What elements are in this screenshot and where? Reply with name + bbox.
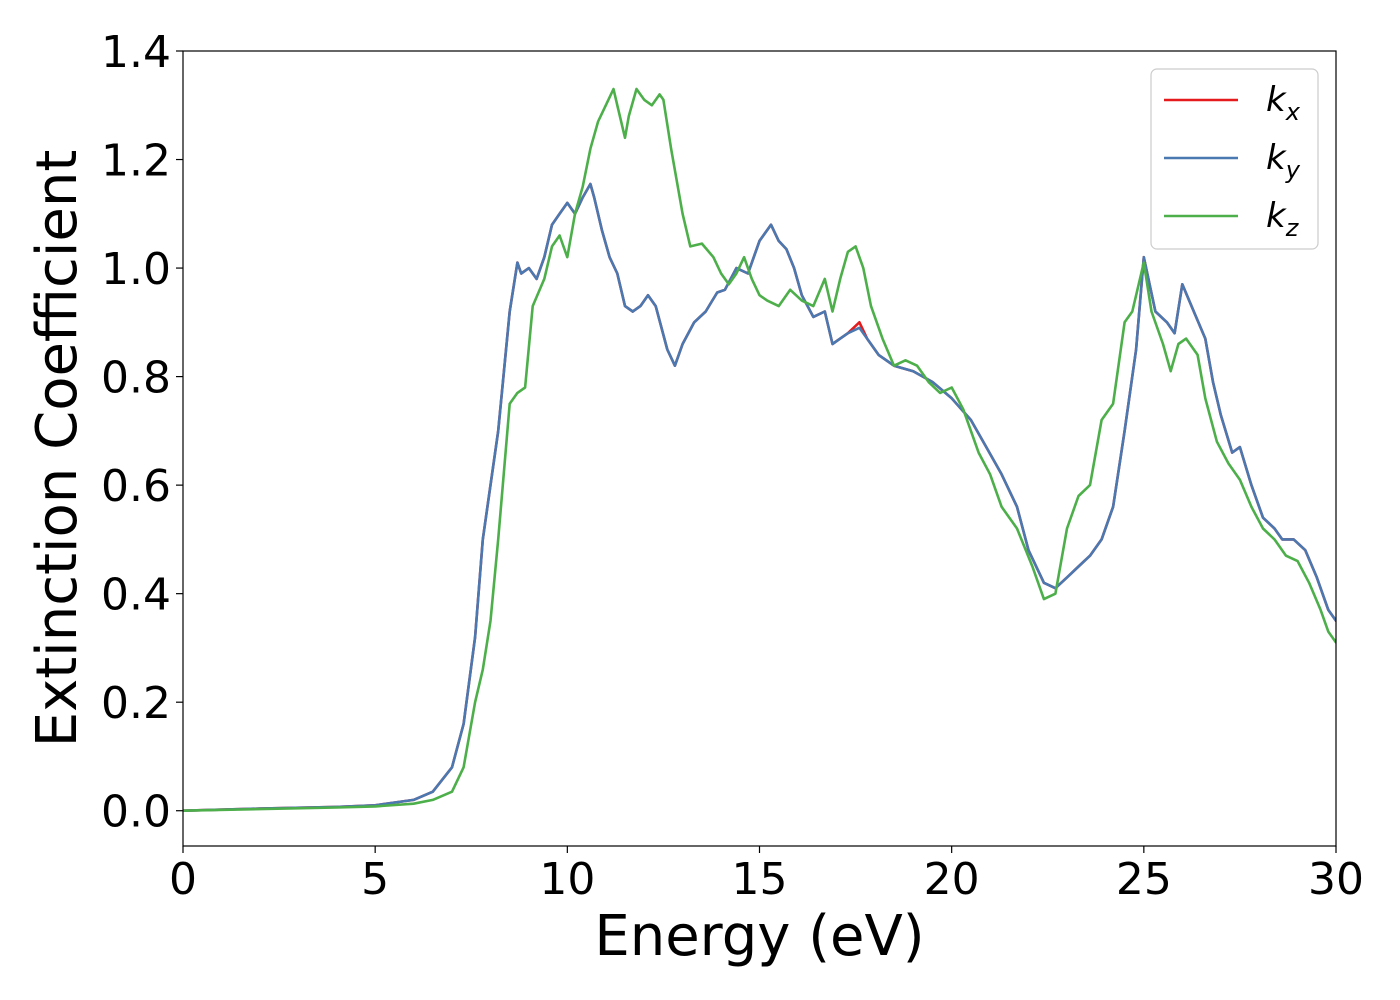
- y-axis-label: Extinction Coefficient: [25, 150, 90, 748]
- x-axis-label: Energy (eV): [594, 904, 924, 969]
- x-tick-label: 10: [539, 854, 595, 905]
- legend-label-base: k: [1266, 80, 1287, 120]
- y-tick-label: 0.6: [101, 461, 171, 512]
- y-tick-label: 0.4: [101, 570, 171, 621]
- y-tick-label: 0.2: [101, 678, 171, 729]
- legend-label-subscript: y: [1285, 156, 1301, 184]
- y-tick-label: 0.8: [101, 353, 171, 404]
- series-line-z: [183, 87, 1336, 812]
- x-axis: 0 5 10 15 20 25 30: [169, 846, 1364, 905]
- x-tick-label: 5: [361, 854, 389, 905]
- x-tick-label: 0: [169, 854, 197, 905]
- y-tick-label: 1.0: [101, 244, 171, 295]
- legend-label-subscript: z: [1285, 214, 1300, 242]
- series-line-x: [183, 182, 1336, 812]
- y-axis: 0.0 0.2 0.4 0.6 0.8 1.0 1.2 1.4: [101, 27, 183, 838]
- series-line-y: [183, 182, 1336, 812]
- legend-label-base: k: [1266, 138, 1287, 178]
- legend-label-x: kx: [1266, 80, 1301, 126]
- x-tick-label: 15: [732, 854, 788, 905]
- x-tick-label: 25: [1116, 854, 1172, 905]
- legend-label-y: ky: [1266, 138, 1301, 184]
- series-layer: [183, 87, 1336, 812]
- legend-label-subscript: x: [1285, 98, 1301, 126]
- x-tick-label: 30: [1308, 854, 1364, 905]
- y-tick-label: 1.2: [101, 136, 171, 187]
- legend-label-base: k: [1266, 196, 1287, 236]
- x-tick-label: 20: [924, 854, 980, 905]
- y-tick-label: 0.0: [101, 787, 171, 838]
- legend-label-z: kz: [1266, 196, 1300, 242]
- y-tick-label: 1.4: [101, 27, 171, 78]
